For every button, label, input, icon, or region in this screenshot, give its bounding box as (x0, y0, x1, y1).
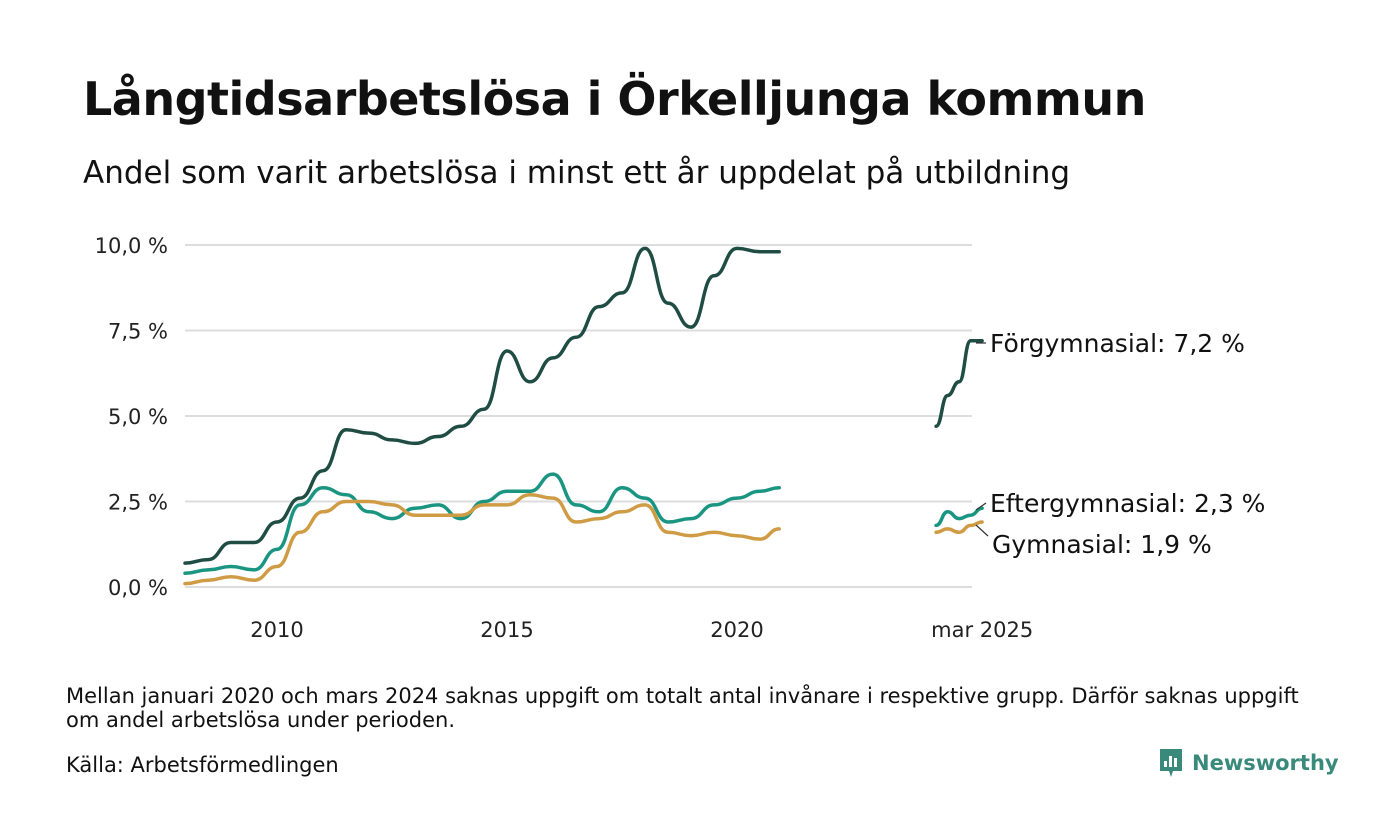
x-tick-label: 2010 (250, 618, 303, 642)
footnote: Mellan januari 2020 och mars 2024 saknas… (66, 684, 1299, 732)
x-axis-ticks: 2010 2015 2020 mar 2025 (250, 618, 1033, 642)
y-tick-label: 0,0 % (108, 576, 168, 600)
leader-line (975, 502, 987, 511)
series-line-eftergymnasial (183, 472, 781, 576)
gridlines (185, 244, 972, 588)
series-line-gymnasial (934, 520, 984, 535)
leader-line (975, 524, 989, 537)
y-axis-ticks: 0,0 % 2,5 % 5,0 % 7,5 % 10,0 % (95, 234, 168, 600)
brand-logo[interactable]: Newsworthy (1158, 747, 1339, 779)
series-line-eftergymnasial (934, 506, 984, 528)
x-tick-label: 2015 (480, 618, 533, 642)
line-chart: 0,0 % 2,5 % 5,0 % 7,5 % 10,0 % 2010 2015 2020 m… (95, 234, 1266, 642)
x-tick-label: mar 2025 (931, 618, 1033, 642)
source-text: Källa: Arbetsförmedlingen (66, 753, 339, 777)
y-tick-label: 5,0 % (108, 405, 168, 429)
y-tick-label: 2,5 % (108, 491, 168, 515)
chart-subtitle: Andel som varit arbetslösa i minst ett å… (83, 155, 1071, 191)
x-tick-label: 2020 (710, 618, 763, 642)
y-tick-label: 10,0 % (95, 234, 168, 258)
newsworthy-logo-icon (1160, 749, 1182, 777)
series-end-label: Förgymnasial: 7,2 % (990, 329, 1245, 358)
y-tick-label: 7,5 % (108, 320, 168, 344)
series-end-label: Eftergymnasial: 2,3 % (990, 489, 1265, 518)
series-end-label: Gymnasial: 1,9 % (992, 530, 1212, 559)
series-lines (183, 246, 984, 586)
series-line-gymnasial (183, 492, 781, 586)
series-line-förgymnasial (934, 339, 984, 429)
brand-name: Newsworthy (1192, 751, 1339, 775)
chart-title: Långtidsarbetslösa i Örkelljunga kommun (83, 72, 1146, 126)
series-end-labels: Förgymnasial: 7,2 % Eftergymnasial: 2,3 %… (975, 329, 1265, 559)
series-line-förgymnasial (183, 246, 781, 565)
